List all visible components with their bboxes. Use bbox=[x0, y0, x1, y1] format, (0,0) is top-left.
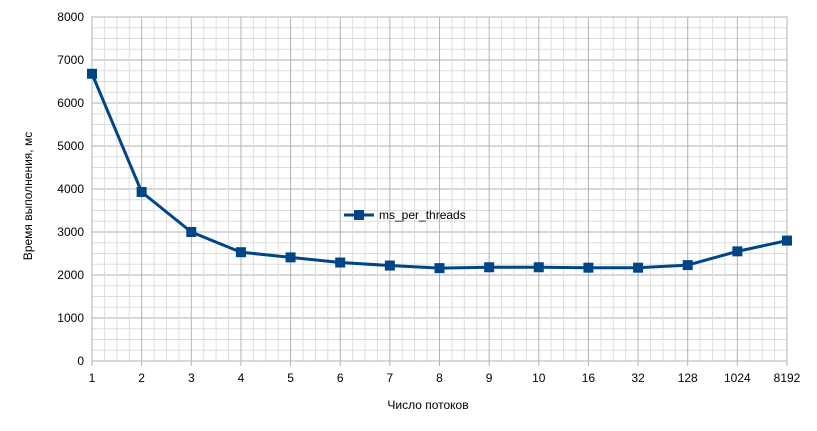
gridlines bbox=[91, 16, 788, 362]
legend-label: ms_per_threads bbox=[379, 208, 466, 222]
x-tick-label: 8 bbox=[436, 371, 443, 385]
data-point bbox=[235, 247, 246, 258]
y-tick-labels: 0 1000 2000 3000 4000 5000 6000 7000 8000 bbox=[57, 10, 84, 368]
data-point bbox=[384, 260, 395, 271]
x-tick-label: 7 bbox=[387, 371, 394, 385]
x-tick-label: 10 bbox=[532, 371, 546, 385]
data-point bbox=[136, 187, 147, 198]
x-tick-label: 4 bbox=[238, 371, 245, 385]
data-point bbox=[484, 262, 495, 273]
y-tick-label: 4000 bbox=[57, 182, 84, 196]
data-point bbox=[583, 262, 594, 273]
data-point bbox=[533, 262, 544, 273]
x-tick-label: 2 bbox=[138, 371, 145, 385]
data-point bbox=[633, 262, 644, 273]
x-tick-label: 9 bbox=[486, 371, 493, 385]
x-tick-label: 1 bbox=[89, 371, 96, 385]
data-point bbox=[682, 260, 693, 271]
plot-frame bbox=[91, 16, 788, 362]
axes bbox=[91, 16, 788, 366]
y-tick-label: 2000 bbox=[57, 268, 84, 282]
data-point bbox=[732, 246, 743, 257]
legend: ms_per_threads bbox=[344, 208, 466, 222]
data-point bbox=[285, 252, 296, 263]
data-point bbox=[186, 227, 197, 237]
x-tick-label: 16 bbox=[582, 371, 596, 385]
x-tick-label: 32 bbox=[631, 371, 645, 385]
y-tick-label: 5000 bbox=[57, 139, 84, 153]
data-point bbox=[335, 257, 346, 268]
y-tick-label: 7000 bbox=[57, 53, 84, 67]
y-axis-title: Время выполнения, мс bbox=[21, 132, 35, 260]
y-tick-label: 6000 bbox=[57, 96, 84, 110]
series-layer bbox=[87, 68, 792, 274]
data-point bbox=[782, 235, 792, 246]
y-tick-label: 8000 bbox=[57, 10, 84, 24]
legend-marker bbox=[354, 210, 364, 220]
y-tick-label: 1000 bbox=[57, 311, 84, 325]
y-tick-label: 3000 bbox=[57, 225, 84, 239]
x-axis-title: Число потоков bbox=[387, 398, 468, 412]
data-point bbox=[87, 68, 97, 79]
x-tick-label: 6 bbox=[337, 371, 344, 385]
x-tick-label: 5 bbox=[287, 371, 294, 385]
x-tick-label: 128 bbox=[678, 371, 698, 385]
x-tick-label: 1024 bbox=[724, 371, 751, 385]
x-tick-label: 8192 bbox=[774, 371, 801, 385]
x-tick-labels: 1 2 3 4 5 6 7 8 9 10 16 32 128 1024 8192 bbox=[89, 371, 801, 385]
y-tick-label: 0 bbox=[77, 354, 84, 368]
data-point bbox=[434, 263, 445, 274]
x-tick-label: 3 bbox=[188, 371, 195, 385]
